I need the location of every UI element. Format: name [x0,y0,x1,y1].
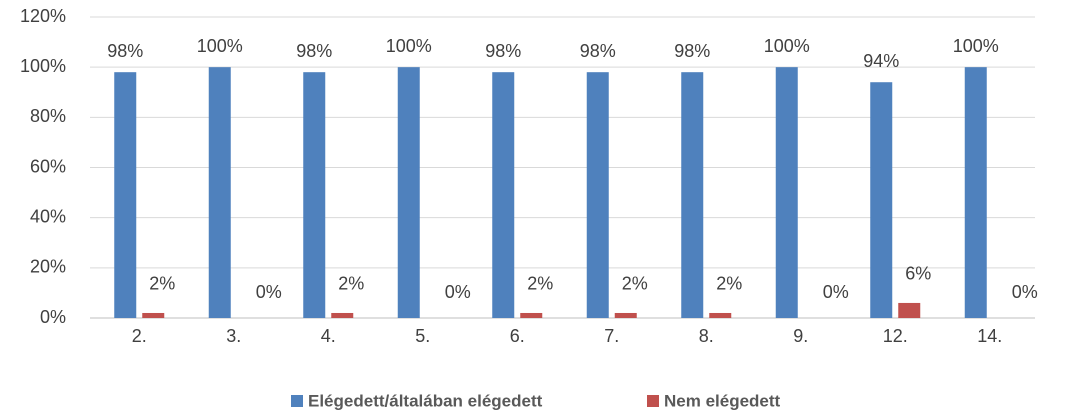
x-tick-label: 5. [415,326,430,346]
x-tick-label: 12. [883,326,908,346]
y-tick-label: 60% [30,156,66,176]
legend-swatch [647,395,659,407]
y-tick-label: 100% [20,56,66,76]
bar [142,312,165,318]
value-label: 100% [197,36,243,56]
value-label: 94% [863,51,899,71]
bar [964,67,987,319]
value-label: 0% [1012,282,1038,302]
value-label: 2% [622,274,648,294]
value-label: 98% [580,41,616,61]
y-tick-label: 0% [40,307,66,327]
x-tick-label: 6. [510,326,525,346]
bar [870,82,893,318]
bar [681,72,704,318]
x-tick-label: 4. [321,326,336,346]
legend-swatch [291,395,303,407]
bar [114,72,137,318]
y-tick-label: 20% [30,257,66,277]
legend-label: Nem elégedett [664,391,781,410]
x-tick-label: 2. [132,326,147,346]
value-label: 0% [445,282,471,302]
value-label: 100% [953,36,999,56]
bar [397,67,420,319]
bar [331,312,354,318]
value-label: 2% [149,274,175,294]
x-tick-label: 9. [793,326,808,346]
value-label: 0% [823,282,849,302]
bar [208,67,231,319]
value-label: 98% [674,41,710,61]
x-tick-label: 7. [604,326,619,346]
x-tick-label: 3. [226,326,241,346]
value-label: 98% [107,41,143,61]
y-tick-label: 120% [20,6,66,26]
bar [775,67,798,319]
y-tick-label: 40% [30,206,66,226]
value-label: 98% [485,41,521,61]
value-label: 100% [764,36,810,56]
bar [586,72,609,318]
value-label: 98% [296,41,332,61]
bar [898,302,921,318]
value-label: 100% [386,36,432,56]
value-label: 2% [527,274,553,294]
legend-label: Elégedett/általában elégedett [308,391,543,410]
bar [614,312,637,318]
bar [303,72,326,318]
y-tick-label: 80% [30,106,66,126]
value-label: 0% [256,282,282,302]
bar [709,312,732,318]
value-label: 2% [716,274,742,294]
bar [520,312,543,318]
value-label: 6% [905,264,931,284]
x-tick-label: 14. [977,326,1002,346]
bar [492,72,515,318]
value-label: 2% [338,274,364,294]
x-tick-label: 8. [699,326,714,346]
